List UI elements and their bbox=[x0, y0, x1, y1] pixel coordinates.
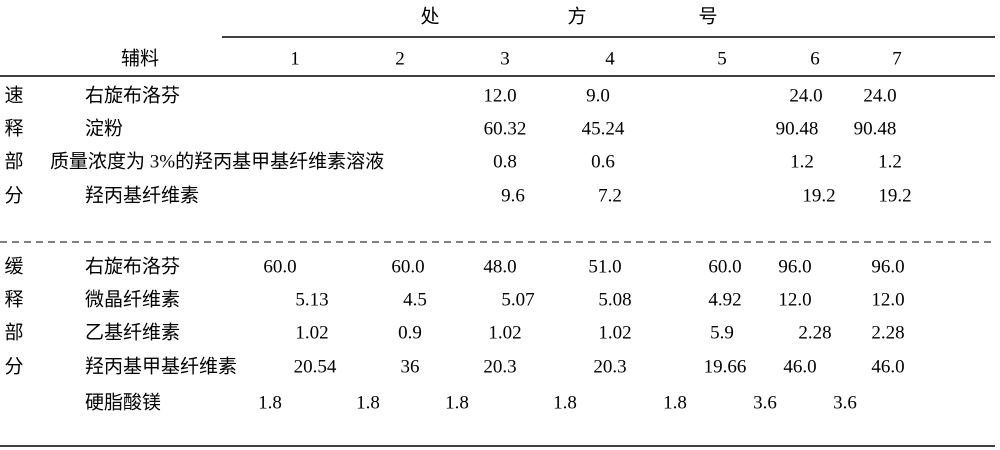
cell-value: 1.2 bbox=[790, 151, 814, 172]
ingredient-name: 淀粉 bbox=[85, 117, 123, 139]
cell-value: 9.0 bbox=[586, 85, 610, 106]
cell-value: 0.9 bbox=[398, 322, 422, 343]
cell-value: 9.6 bbox=[501, 185, 525, 206]
cell-value: 0.8 bbox=[493, 151, 517, 172]
cell-value: 1.02 bbox=[488, 322, 521, 343]
cell-value: 48.0 bbox=[483, 256, 516, 277]
cell-value: 4.5 bbox=[403, 289, 427, 310]
cell-value: 12.0 bbox=[778, 289, 811, 310]
column-number: 5 bbox=[717, 48, 727, 69]
cell-value: 24.0 bbox=[789, 85, 822, 106]
cell-value: 5.08 bbox=[598, 289, 631, 310]
header-title: 处 bbox=[420, 5, 439, 27]
cell-value: 1.8 bbox=[445, 392, 469, 413]
cell-value: 0.6 bbox=[591, 151, 615, 172]
section-label: 分 bbox=[4, 184, 23, 206]
cell-value: 12.0 bbox=[483, 85, 516, 106]
cell-value: 51.0 bbox=[588, 256, 621, 277]
cell-value: 46.0 bbox=[783, 356, 816, 377]
ingredient-name: 右旋布洛芬 bbox=[85, 255, 180, 277]
cell-value: 45.24 bbox=[582, 118, 625, 139]
ingredient-name: 乙基纤维素 bbox=[85, 321, 180, 343]
cell-value: 7.2 bbox=[598, 185, 622, 206]
ingredient-name: 硬脂酸镁 bbox=[85, 391, 161, 413]
cell-value: 90.48 bbox=[854, 118, 897, 139]
cell-value: 2.28 bbox=[871, 322, 904, 343]
table: 处方号辅料1234567速释部分右旋布洛芬12.09.024.024.0淀粉60… bbox=[0, 0, 1000, 450]
cell-value: 1.8 bbox=[258, 392, 282, 413]
column-number: 6 bbox=[810, 48, 820, 69]
cell-value: 96.0 bbox=[871, 256, 904, 277]
section-label: 缓 bbox=[4, 255, 23, 277]
column-number: 3 bbox=[500, 48, 510, 69]
cell-value: 3.6 bbox=[753, 392, 777, 413]
cell-value: 1.02 bbox=[295, 322, 328, 343]
ingredient-name: 羟丙基甲基纤维素 bbox=[85, 355, 237, 377]
cell-value: 19.2 bbox=[878, 185, 911, 206]
cell-value: 20.3 bbox=[593, 356, 626, 377]
cell-value: 24.0 bbox=[863, 85, 896, 106]
section-label: 释 bbox=[4, 117, 23, 139]
cell-value: 60.32 bbox=[484, 118, 527, 139]
cell-value: 90.48 bbox=[776, 118, 819, 139]
cell-value: 1.8 bbox=[663, 392, 687, 413]
cell-value: 60.0 bbox=[391, 256, 424, 277]
header-title: 方 bbox=[567, 5, 586, 27]
cell-value: 20.3 bbox=[483, 356, 516, 377]
column-number: 1 bbox=[290, 48, 300, 69]
cell-value: 20.54 bbox=[294, 356, 337, 377]
cell-value: 5.9 bbox=[710, 322, 734, 343]
section-label: 部 bbox=[4, 150, 23, 172]
cell-value: 60.0 bbox=[263, 256, 296, 277]
cell-value: 1.8 bbox=[356, 392, 380, 413]
ingredient-name: 右旋布洛芬 bbox=[85, 84, 180, 106]
cell-value: 46.0 bbox=[871, 356, 904, 377]
ingredient-label: 辅料 bbox=[121, 47, 159, 69]
cell-value: 36 bbox=[401, 356, 420, 377]
column-number: 2 bbox=[395, 48, 405, 69]
cell-value: 5.07 bbox=[501, 289, 534, 310]
cell-value: 19.66 bbox=[704, 356, 747, 377]
section-label: 速 bbox=[4, 84, 23, 106]
cell-value: 60.0 bbox=[708, 256, 741, 277]
cell-value: 2.28 bbox=[798, 322, 831, 343]
ingredient-name: 微晶纤维素 bbox=[85, 288, 180, 310]
ingredient-name: 羟丙基纤维素 bbox=[85, 184, 199, 206]
cell-value: 96.0 bbox=[778, 256, 811, 277]
column-number: 4 bbox=[605, 48, 615, 69]
section-label: 部 bbox=[4, 321, 23, 343]
section-label: 释 bbox=[4, 288, 23, 310]
cell-value: 3.6 bbox=[833, 392, 857, 413]
cell-value: 19.2 bbox=[802, 185, 835, 206]
cell-value: 1.2 bbox=[878, 151, 902, 172]
ingredient-name: 质量浓度为 3%的羟丙基甲基纤维素溶液 bbox=[50, 150, 384, 172]
column-number: 7 bbox=[892, 48, 902, 69]
cell-value: 12.0 bbox=[871, 289, 904, 310]
cell-value: 1.8 bbox=[553, 392, 577, 413]
section-label: 分 bbox=[4, 355, 23, 377]
header-title: 号 bbox=[698, 6, 717, 27]
cell-value: 5.13 bbox=[295, 289, 328, 310]
cell-value: 4.92 bbox=[708, 289, 741, 310]
cell-value: 1.02 bbox=[598, 322, 631, 343]
